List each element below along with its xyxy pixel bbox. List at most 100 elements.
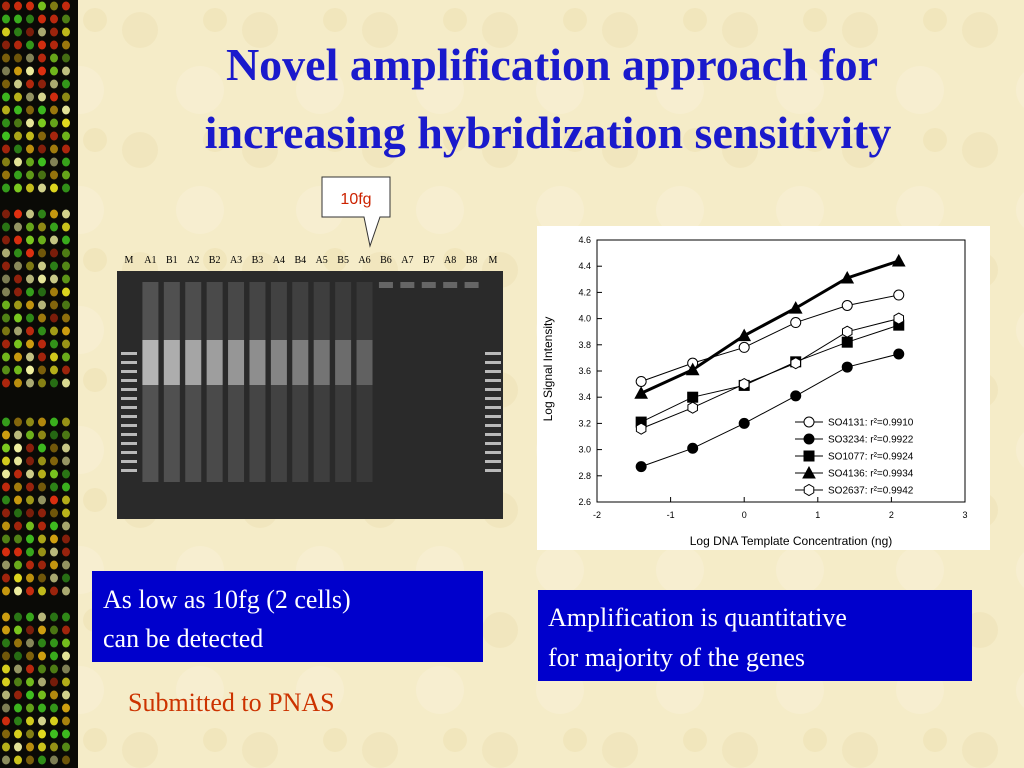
spot — [50, 248, 58, 258]
x-tick-label: 2 — [889, 510, 894, 520]
spot — [26, 313, 34, 323]
spot — [38, 313, 46, 323]
spot — [14, 703, 22, 713]
spot — [62, 495, 70, 505]
spot — [62, 131, 70, 141]
spot — [62, 14, 70, 24]
marker — [790, 317, 802, 329]
gel-band — [485, 379, 501, 382]
spot — [14, 66, 22, 76]
gel-band — [121, 397, 137, 400]
spot — [14, 534, 22, 544]
gel-band — [121, 460, 137, 463]
spot — [38, 222, 46, 232]
spot — [50, 27, 58, 37]
spot — [26, 209, 34, 219]
spot — [2, 222, 10, 232]
gel-smear — [335, 340, 352, 385]
spot — [50, 625, 58, 635]
spot — [50, 430, 58, 440]
spot — [14, 14, 22, 24]
spot — [50, 118, 58, 128]
gel-band — [121, 433, 137, 436]
spot — [26, 612, 34, 622]
spot — [2, 456, 10, 466]
spot — [26, 144, 34, 154]
gel-smear — [163, 340, 180, 385]
spot — [26, 482, 34, 492]
spot — [62, 443, 70, 453]
spot — [14, 612, 22, 622]
spot — [50, 326, 58, 336]
spot — [26, 300, 34, 310]
spot — [38, 326, 46, 336]
spot — [2, 430, 10, 440]
marker — [840, 270, 855, 284]
spot — [50, 53, 58, 63]
spot — [2, 40, 10, 50]
spot — [38, 716, 46, 726]
spot — [14, 716, 22, 726]
callout-shape — [321, 176, 391, 248]
gel-band — [485, 397, 501, 400]
spot — [2, 183, 10, 193]
spot — [62, 118, 70, 128]
spot — [14, 495, 22, 505]
spot — [38, 612, 46, 622]
spot — [62, 1, 70, 11]
spot — [50, 170, 58, 180]
lane-label: B6 — [380, 255, 392, 266]
marker — [635, 422, 647, 435]
lane-label: M — [489, 255, 498, 266]
spot — [62, 612, 70, 622]
gel-band — [485, 460, 501, 463]
spot — [2, 209, 10, 219]
spot — [62, 287, 70, 297]
y-tick-label: 4.2 — [578, 287, 591, 297]
marker — [635, 461, 647, 473]
gel-band — [121, 415, 137, 418]
spot — [26, 105, 34, 115]
spot — [14, 300, 22, 310]
x-tick-label: 0 — [742, 510, 747, 520]
spot — [14, 209, 22, 219]
spot — [50, 66, 58, 76]
spot — [50, 742, 58, 752]
callout-text: 10fg — [340, 191, 371, 208]
marker — [635, 375, 647, 387]
spot — [14, 339, 22, 349]
series-line — [640, 259, 900, 395]
spot — [38, 170, 46, 180]
x-tick-label: 1 — [815, 510, 820, 520]
spot — [50, 755, 58, 765]
spot — [14, 313, 22, 323]
y-axis-label: Log Signal Intensity — [541, 317, 555, 422]
y-tick-label: 3.2 — [578, 418, 591, 428]
spot — [2, 300, 10, 310]
title-line: Novel amplification approach for — [226, 39, 878, 90]
spot — [38, 79, 46, 89]
gel-band — [485, 442, 501, 445]
lane-label: B1 — [166, 255, 178, 266]
marker — [893, 289, 905, 301]
spot — [62, 742, 70, 752]
marker — [738, 417, 750, 429]
spot — [14, 248, 22, 258]
marker — [891, 253, 906, 267]
spot — [62, 326, 70, 336]
spot — [38, 53, 46, 63]
gel-smear — [228, 340, 245, 385]
spot — [2, 79, 10, 89]
spot — [38, 534, 46, 544]
lane-label: B5 — [337, 255, 349, 266]
spot — [38, 352, 46, 362]
spot — [26, 287, 34, 297]
spot — [38, 209, 46, 219]
spot — [14, 365, 22, 375]
gel-band — [485, 406, 501, 409]
spot — [62, 534, 70, 544]
gel-smear — [270, 340, 287, 385]
spot — [38, 625, 46, 635]
spot — [62, 170, 70, 180]
